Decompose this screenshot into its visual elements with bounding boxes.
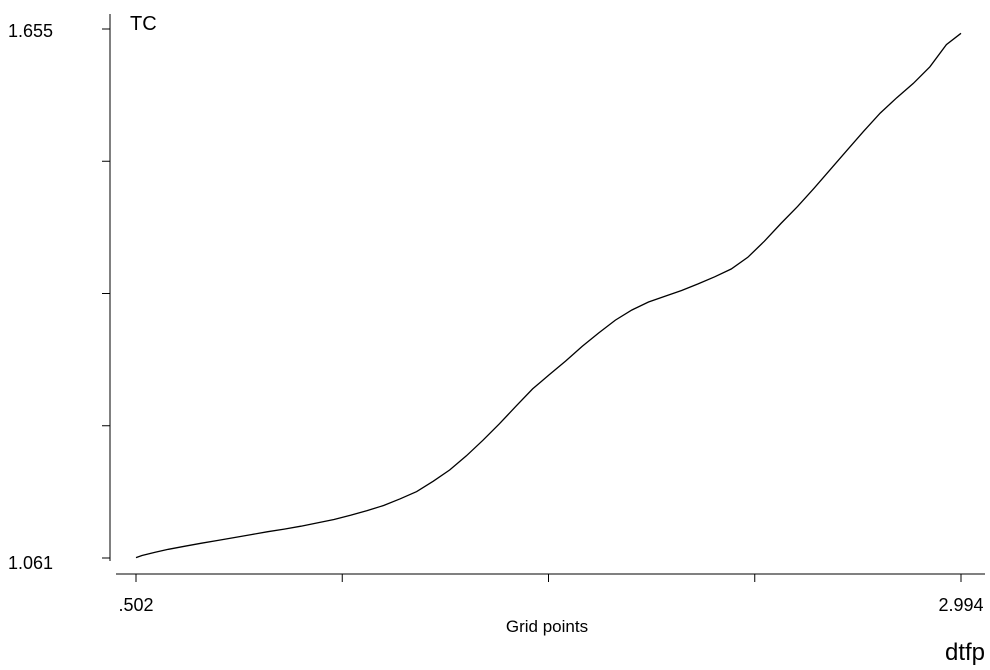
x-axis-label: Grid points	[506, 617, 588, 636]
y-axis-ticks	[102, 28, 110, 559]
y-tick-label-bottom: 1.061	[8, 553, 53, 573]
x-variable-label: dtfp	[945, 639, 985, 666]
y-tick-label-top: 1.655	[8, 21, 53, 41]
y-axis-label: TC	[130, 13, 157, 35]
x-axis-ticks	[135, 574, 962, 582]
series-line	[135, 32, 962, 559]
x-tick-label-right: 2.994	[938, 595, 983, 615]
x-tick-label-left: .502	[118, 595, 153, 615]
